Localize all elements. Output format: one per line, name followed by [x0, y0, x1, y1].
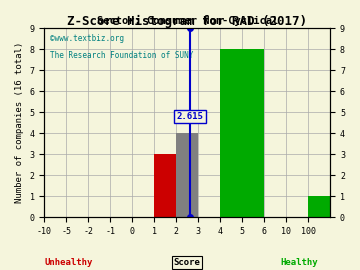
Y-axis label: Number of companies (16 total): Number of companies (16 total) [15, 42, 24, 203]
Title: Z-Score Histogram for RAD (2017): Z-Score Histogram for RAD (2017) [67, 15, 307, 28]
Bar [220, 49, 264, 217]
Text: Sector: Consumer Non-Cyclical: Sector: Consumer Non-Cyclical [96, 16, 278, 26]
Bar [176, 133, 198, 217]
Bar [154, 154, 176, 217]
Text: Unhealthy: Unhealthy [44, 258, 93, 267]
Text: Score: Score [174, 258, 201, 267]
Text: The Research Foundation of SUNY: The Research Foundation of SUNY [50, 51, 193, 60]
Text: ©www.textbiz.org: ©www.textbiz.org [50, 34, 124, 43]
Bar [308, 196, 330, 217]
Text: Healthy: Healthy [280, 258, 318, 267]
Text: 2.615: 2.615 [176, 112, 203, 121]
